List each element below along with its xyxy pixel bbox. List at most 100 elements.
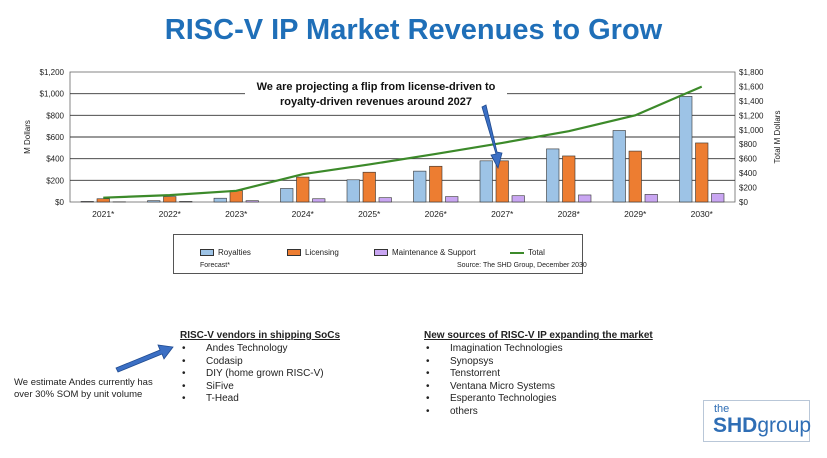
annotation-line: We are projecting a flip from license-dr… — [257, 81, 496, 93]
list-item: DIY (home grown RISC-V) — [180, 368, 340, 381]
bar-licensing — [96, 198, 110, 203]
list-item: SiFive — [180, 381, 340, 394]
bar-maintenance-support — [644, 194, 658, 203]
legend-label-total: Total — [528, 248, 545, 257]
x-tick-label: 2024* — [292, 209, 315, 219]
vendors-heading: RISC-V vendors in shipping SoCs — [180, 330, 341, 341]
bar-maintenance-support — [378, 197, 392, 203]
y2-tick-label: $1,200 — [739, 111, 764, 120]
list-item: Andes Technology — [180, 343, 340, 356]
y-tick-label: $0 — [55, 198, 64, 207]
bar-maintenance-support — [511, 195, 525, 203]
list-item: Ventana Micro Systems — [424, 381, 653, 394]
y-tick-label: $200 — [46, 176, 64, 185]
list-item: Synopsys — [424, 356, 653, 369]
bar-maintenance-support — [245, 200, 259, 203]
logo-the: the — [714, 403, 730, 415]
bar-royalties — [346, 179, 360, 203]
x-tick-label: 2026* — [425, 209, 448, 219]
y2-tick-label: $1,000 — [739, 126, 764, 135]
y2-tick-label: $1,400 — [739, 97, 764, 106]
bar-licensing — [362, 171, 376, 203]
bar-licensing — [562, 155, 576, 203]
logo-group: group — [757, 414, 812, 437]
bar-royalties — [679, 96, 693, 203]
new-sources-heading: New sources of RISC-V IP expanding the m… — [424, 330, 653, 341]
y2-tick-label: $800 — [739, 140, 757, 149]
y2-axis-label: Total M Dollars — [773, 111, 782, 164]
legend-swatch-licensing — [287, 249, 301, 257]
list-item: T-Head — [180, 393, 340, 406]
y2-tick-label: $1,600 — [739, 82, 764, 91]
page-title: RISC-V IP Market Revenues to Grow — [164, 14, 663, 46]
bar-royalties — [413, 170, 427, 203]
total-line — [103, 85, 703, 199]
annotation-line: royalty-driven revenues around 2027 — [280, 96, 472, 108]
bar-maintenance-support — [312, 198, 326, 203]
new-sources-list: New sources of RISC-V IP expanding the m… — [424, 330, 653, 419]
legend-swatch-maintenance — [374, 249, 388, 257]
legend-label-royalties: Royalties — [218, 248, 251, 257]
bar-licensing — [429, 165, 443, 203]
legend-label-maintenance: Maintenance & Support — [392, 248, 476, 257]
y-tick-label: $800 — [46, 111, 64, 120]
bar-royalties — [546, 148, 560, 203]
y-tick-label: $1,000 — [40, 90, 65, 99]
note-arrow-shape — [115, 344, 174, 373]
source-note: Source: The SHD Group, December 2030 — [457, 262, 587, 269]
list-item: others — [424, 406, 653, 419]
bar-licensing — [296, 176, 310, 203]
x-tick-label: 2027* — [491, 209, 514, 219]
y2-tick-label: $200 — [739, 184, 757, 193]
andes-note: We estimate Andes currently has over 30%… — [14, 377, 153, 401]
y2-tick-label: $600 — [739, 155, 757, 164]
y-tick-label: $1,200 — [40, 68, 65, 77]
bar-maintenance-support — [711, 193, 725, 203]
x-tick-label: 2029* — [624, 209, 647, 219]
list-item: Esperanto Technologies — [424, 393, 653, 406]
x-tick-label: 2022* — [159, 209, 182, 219]
x-tick-label: 2030* — [691, 209, 714, 219]
legend-total: Total — [510, 248, 545, 257]
bar-maintenance-support — [578, 194, 592, 203]
y2-tick-label: $1,800 — [739, 68, 764, 77]
bar-licensing — [495, 160, 509, 203]
bar-licensing — [695, 142, 709, 203]
annotation-arrow-icon — [481, 104, 503, 170]
logo-wordmark: SHDgroup — [713, 414, 811, 438]
bar-royalties — [479, 160, 493, 203]
legend-royalties: Royalties — [200, 248, 251, 257]
legend-label-licensing: Licensing — [305, 248, 339, 257]
y-tick-label: $600 — [46, 133, 64, 142]
x-tick-label: 2023* — [225, 209, 248, 219]
list-item: Imagination Technologies — [424, 343, 653, 356]
bar-royalties — [147, 200, 161, 203]
list-item: Tenstorrent — [424, 368, 653, 381]
bar-licensing — [163, 196, 177, 203]
x-tick-label: 2021* — [92, 209, 115, 219]
list-item: Codasip — [180, 356, 340, 369]
forecast-footnote: Forecast* — [200, 262, 230, 269]
legend-maintenance: Maintenance & Support — [374, 248, 476, 257]
bar-licensing — [628, 150, 642, 203]
y-tick-label: $400 — [46, 155, 64, 164]
y-axis-label: M Dollars — [23, 120, 32, 154]
legend-swatch-total — [510, 251, 524, 254]
bar-royalties — [80, 201, 94, 203]
annotation-background — [245, 76, 507, 114]
shd-group-logo: the SHDgroup — [703, 400, 811, 442]
bar-maintenance-support — [179, 201, 193, 203]
andes-note-line-1: We estimate Andes currently has — [14, 377, 153, 388]
bar-royalties — [612, 130, 626, 203]
revenue-chart: $0 $200 $400 $600 $800 $1,000 $1,200 $0 $200 $400… — [23, 68, 782, 219]
y2-tick-label: $0 — [739, 198, 748, 207]
chart-legend: Royalties Licensing Maintenance & Suppor… — [173, 234, 587, 274]
bar-royalties — [213, 197, 227, 203]
x-tick-label: 2028* — [558, 209, 581, 219]
bar-maintenance-support — [445, 196, 459, 203]
legend-licensing: Licensing — [287, 248, 339, 257]
bar-royalties — [280, 188, 294, 203]
vendors-list: RISC-V vendors in shipping SoCs Andes Te… — [180, 330, 340, 406]
x-tick-label: 2025* — [358, 209, 381, 219]
bar-licensing — [229, 190, 243, 203]
